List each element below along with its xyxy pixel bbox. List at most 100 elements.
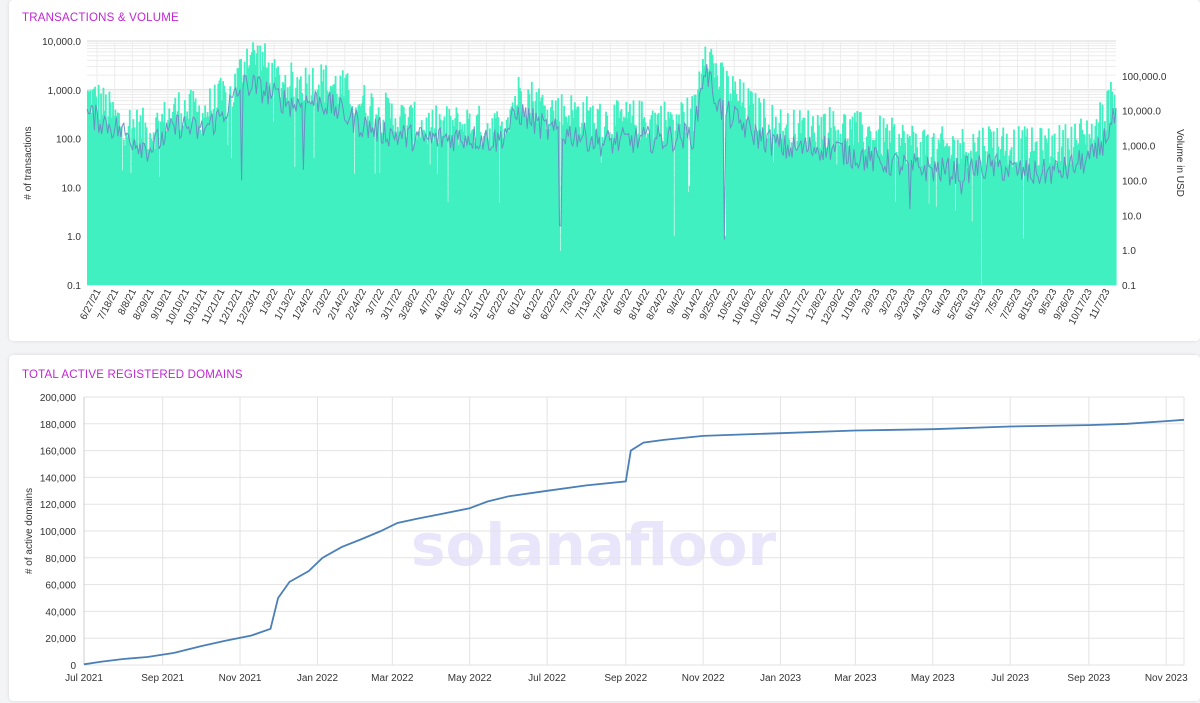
tx-bar bbox=[328, 91, 331, 285]
tx-bar bbox=[293, 166, 296, 285]
tx-bar bbox=[838, 145, 841, 285]
tx-bar bbox=[468, 113, 471, 285]
tx-bar bbox=[682, 112, 685, 285]
tx-bar bbox=[806, 149, 808, 285]
tx-bar bbox=[138, 121, 141, 285]
tx-bar bbox=[248, 65, 251, 285]
tx-bar bbox=[247, 67, 250, 286]
tx-bar bbox=[791, 152, 794, 285]
tx-bar bbox=[266, 67, 269, 286]
tx-bar bbox=[862, 141, 865, 285]
tx-bar bbox=[496, 111, 499, 285]
tx-bar bbox=[365, 122, 368, 285]
x-tick-label: Nov 2022 bbox=[682, 673, 725, 684]
x-tick-label: Jan 2023 bbox=[760, 673, 802, 684]
tx-bar bbox=[167, 120, 169, 286]
tx-bar bbox=[784, 127, 787, 285]
tx-bar bbox=[399, 116, 402, 286]
active-domains-card: TOTAL ACTIVE REGISTERED DOMAINS solanafl… bbox=[9, 355, 1200, 701]
tx-bar bbox=[716, 75, 719, 286]
tx-bar bbox=[435, 105, 437, 285]
tx-bar bbox=[617, 101, 619, 285]
tx-bar bbox=[400, 105, 403, 285]
tx-bar bbox=[255, 53, 258, 286]
tx-bar bbox=[858, 112, 861, 285]
tx-bar bbox=[759, 102, 762, 285]
tx-bar bbox=[359, 106, 362, 285]
tx-bar bbox=[572, 117, 575, 285]
tx-bar bbox=[627, 111, 630, 285]
tx-bar bbox=[100, 93, 102, 285]
tx-bar bbox=[380, 132, 382, 285]
tx-bar bbox=[754, 93, 757, 285]
tx-bar bbox=[548, 129, 551, 285]
tx-bar bbox=[197, 111, 199, 285]
tx-bar bbox=[225, 115, 228, 286]
tx-bar bbox=[378, 172, 381, 285]
tx-bar bbox=[109, 102, 112, 286]
tx-bar bbox=[974, 152, 977, 285]
tx-bar bbox=[888, 130, 891, 285]
tx-bar bbox=[175, 119, 178, 285]
tx-bar bbox=[1102, 130, 1105, 285]
tx-bar bbox=[1107, 90, 1110, 285]
tx-bar bbox=[481, 142, 484, 285]
tx-bar bbox=[711, 54, 714, 285]
tx-bar bbox=[527, 89, 530, 285]
tx-bar bbox=[158, 176, 161, 285]
tx-bar bbox=[940, 133, 942, 285]
tx-bar bbox=[769, 138, 771, 285]
tx-bar bbox=[533, 121, 536, 285]
tx-bar bbox=[916, 147, 918, 285]
tx-bar bbox=[1104, 121, 1106, 285]
tx-bar bbox=[207, 116, 210, 286]
tx-bar bbox=[390, 103, 393, 285]
tx-bar bbox=[363, 85, 366, 285]
tx-bar bbox=[149, 133, 152, 285]
tx-bar bbox=[996, 128, 999, 285]
tx-bar bbox=[512, 113, 515, 285]
tx-bar bbox=[276, 67, 278, 286]
tx-bar bbox=[344, 77, 347, 285]
tx-bar bbox=[1053, 133, 1056, 285]
tx-bar bbox=[110, 117, 113, 285]
tx-bar bbox=[136, 109, 138, 285]
tx-bar bbox=[899, 145, 902, 285]
tx-bar bbox=[112, 101, 114, 286]
tx-bar bbox=[489, 128, 491, 285]
tx-bar bbox=[143, 143, 146, 285]
tx-bar bbox=[889, 142, 892, 285]
tx-bar bbox=[952, 136, 954, 285]
tx-bar bbox=[601, 136, 604, 285]
tx-bar bbox=[92, 88, 95, 286]
tx-bar bbox=[867, 127, 869, 285]
x-tick-label: Jul 2022 bbox=[528, 673, 566, 684]
tx-bar bbox=[600, 162, 603, 285]
tx-bar bbox=[179, 130, 181, 285]
tx-bar bbox=[1072, 147, 1075, 285]
tx-bar bbox=[152, 132, 155, 285]
tx-bar bbox=[1081, 129, 1084, 285]
tx-bar bbox=[194, 98, 197, 285]
tx-bar bbox=[229, 86, 232, 285]
tx-bar bbox=[456, 113, 459, 285]
tx-bar bbox=[114, 109, 117, 286]
tx-bar bbox=[1106, 91, 1109, 285]
tx-bar bbox=[632, 100, 635, 285]
tx-bar bbox=[529, 113, 532, 285]
tx-bar bbox=[460, 128, 463, 285]
tx-bar bbox=[919, 141, 922, 285]
tx-bar bbox=[934, 164, 936, 285]
tx-bar bbox=[614, 125, 617, 285]
tx-bar bbox=[964, 154, 966, 285]
tx-bar bbox=[697, 89, 700, 286]
tx-bar bbox=[442, 120, 445, 286]
tx-bar bbox=[603, 126, 606, 285]
tx-bar bbox=[217, 83, 220, 286]
tx-bar bbox=[309, 103, 312, 285]
tx-bar bbox=[436, 173, 439, 285]
tx-bar bbox=[828, 106, 831, 285]
tx-bar bbox=[613, 104, 616, 285]
tx-bar bbox=[459, 121, 461, 286]
tx-bar bbox=[516, 104, 519, 285]
